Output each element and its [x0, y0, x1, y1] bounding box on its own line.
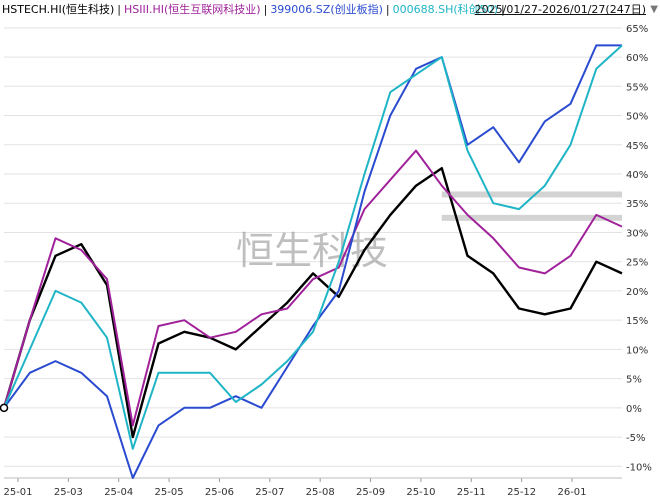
y-tick-label: -5% — [626, 433, 645, 444]
x-tick-label: 25-07 — [255, 487, 284, 498]
series-line-3 — [3, 44, 623, 450]
legend-separator: | — [500, 3, 505, 16]
y-tick-label: 35% — [626, 199, 648, 210]
start-point-marker — [0, 403, 9, 413]
x-tick-label: 25-03 — [54, 487, 83, 498]
reference-band — [441, 191, 622, 198]
x-tick-label: 25-05 — [155, 487, 184, 498]
legend-item-star50[interactable]: 000688.SH(科创50) — [392, 3, 498, 16]
y-tick-label: 55% — [626, 82, 648, 93]
reference-band — [441, 214, 622, 221]
x-tick-label: 25-12 — [507, 487, 536, 498]
y-tick-label: 60% — [626, 53, 648, 64]
series-line-2 — [3, 44, 622, 479]
x-tick-label: 25-06 — [205, 487, 234, 498]
legend-separator: | — [117, 3, 121, 16]
y-tick-label: 15% — [626, 316, 648, 327]
triangle-down-icon[interactable]: ▼ — [650, 4, 658, 15]
x-tick-label: 25-11 — [457, 487, 486, 498]
y-tick-label: 5% — [626, 375, 642, 386]
y-tick-label: 10% — [626, 345, 648, 356]
legend-item-chinext[interactable]: 399006.SZ(创业板指) — [270, 3, 383, 16]
legend-separator: | — [263, 3, 268, 16]
y-tick-label: 65% — [626, 24, 648, 35]
y-tick-label: 20% — [626, 287, 648, 298]
x-tick-label: 25-01 — [3, 487, 32, 498]
x-tick-label: 25-04 — [104, 487, 133, 498]
date-range-selector[interactable]: 2025/01/27-2026/01/27(247日) — [474, 3, 646, 16]
x-tick-label: 25-09 — [356, 487, 385, 498]
series-line-0 — [2, 166, 623, 439]
x-tick-label: 25-10 — [406, 487, 435, 498]
legend-separator: | — [385, 3, 390, 16]
x-tick-label: 26-01 — [557, 487, 586, 498]
y-tick-label: 50% — [626, 112, 648, 123]
y-tick-label: 30% — [626, 228, 648, 239]
legend-item-hsiii[interactable]: HSIII.HI(恒生互联网科技业) — [124, 3, 261, 16]
series-legend: HSTECH.HI(恒生科技) | HSIII.HI(恒生互联网科技业) | 39900… — [2, 0, 508, 20]
legend-item-hstech[interactable]: HSTECH.HI(恒生科技) — [2, 3, 115, 16]
y-tick-label: 40% — [626, 170, 648, 181]
y-tick-label: 45% — [626, 141, 648, 152]
y-tick-label: 25% — [626, 258, 648, 269]
chart-header: HSTECH.HI(恒生科技) | HSIII.HI(恒生互联网科技业) | 39900… — [0, 0, 660, 20]
y-tick-label: 0% — [626, 404, 642, 415]
series-line-1 — [3, 149, 623, 427]
x-tick-label: 25-08 — [306, 487, 335, 498]
y-tick-label: -10% — [626, 462, 652, 473]
